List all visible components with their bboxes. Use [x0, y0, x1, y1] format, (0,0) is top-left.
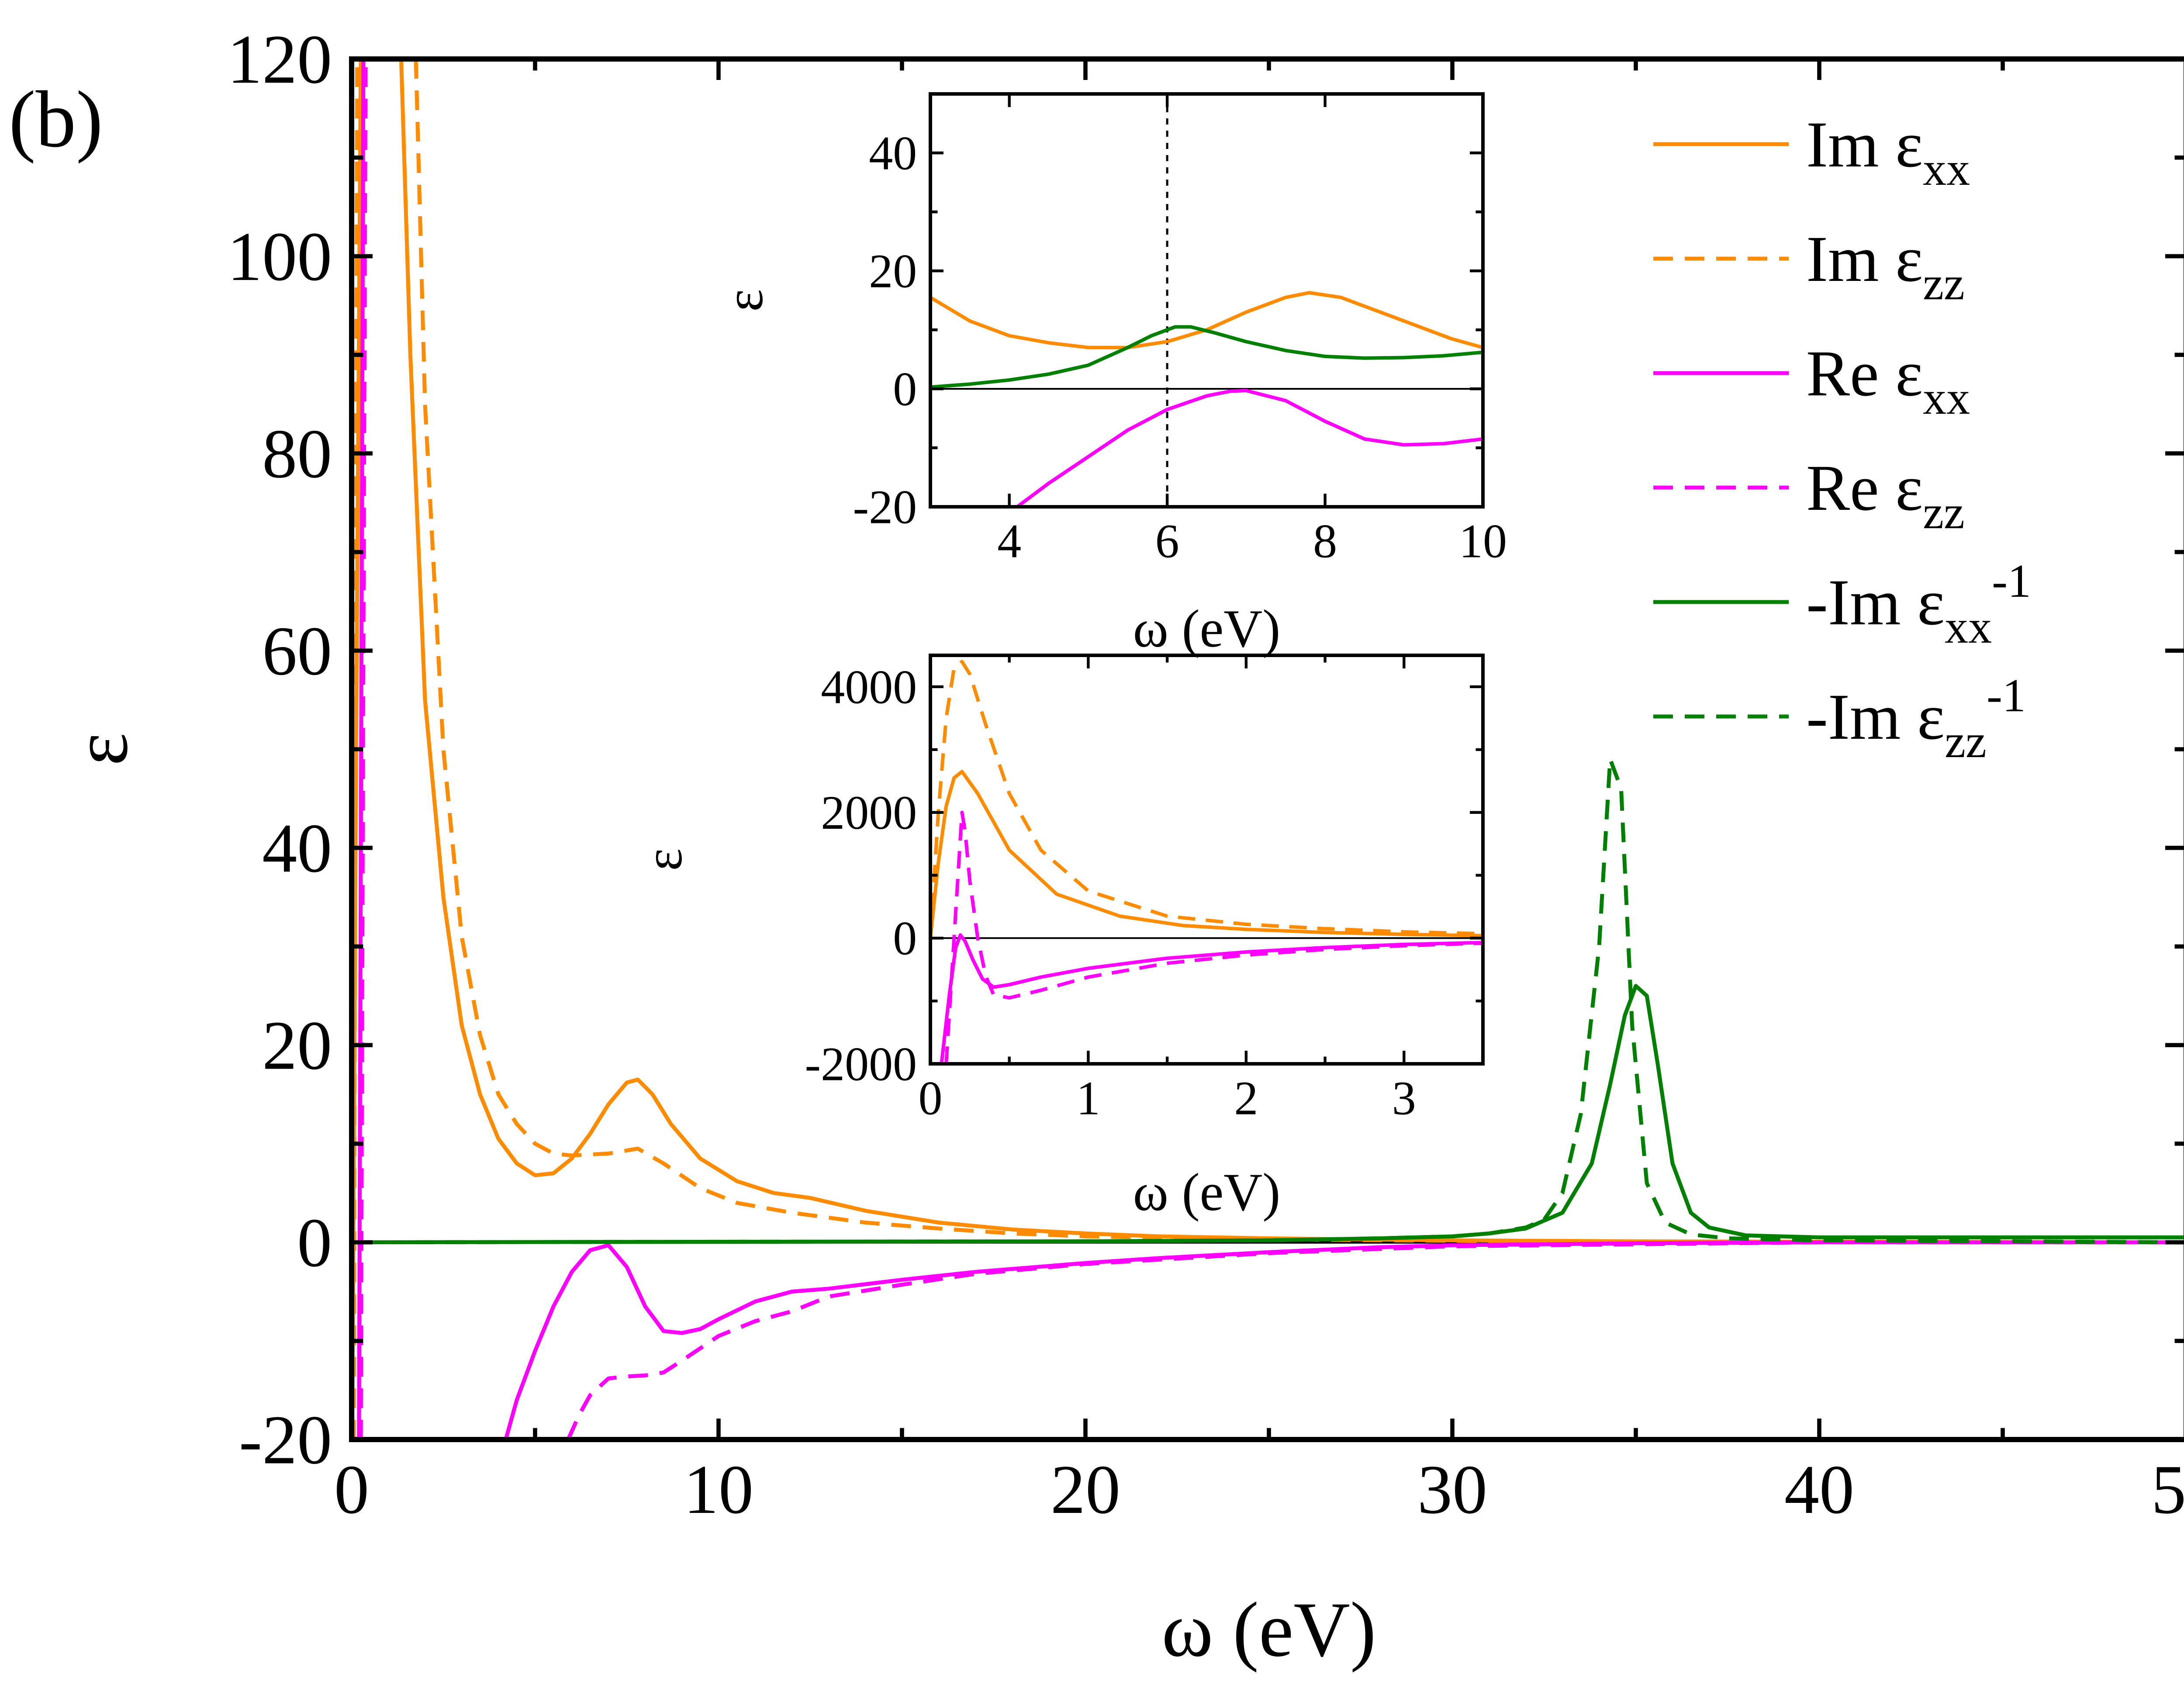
legend-label: Re εzz	[1806, 452, 1965, 539]
x-tick-label: 2	[1234, 1072, 1258, 1125]
y-axis-title: ε	[633, 848, 693, 871]
legend-label: Im εxx	[1806, 108, 1970, 195]
x-tick-label: 4	[997, 515, 1021, 568]
y-tick-label: 0	[893, 362, 917, 415]
legend-entry: Re εzz	[1653, 452, 1965, 539]
legend-entry: Re εxx	[1653, 337, 1970, 424]
series-im-zz	[930, 660, 1483, 938]
y-tick-label: -2000	[805, 1037, 917, 1090]
series-re-xx	[1016, 389, 1483, 507]
y-tick-label: 100	[227, 218, 332, 295]
x-axis-title: ω (eV)	[1161, 1586, 1376, 1673]
series-re-zz-low	[359, 59, 368, 1440]
legend-label: Re εxx	[1806, 337, 1970, 424]
y-axis-title: ε	[57, 733, 144, 765]
y-tick-label: -20	[239, 1401, 332, 1478]
legend-entry: Im εxx	[1653, 108, 1970, 195]
legend-label: Im εzz	[1806, 223, 1965, 310]
series-im-xx	[930, 770, 1483, 938]
y-tick-label: 40	[262, 809, 332, 887]
plot-frame	[929, 654, 1485, 1066]
legend-entry: Im εzz	[1653, 223, 1965, 310]
legend-label: -Im εzz-1	[1806, 670, 2026, 768]
y-tick-label: 20	[262, 1007, 332, 1084]
x-axis-title: ω (eV)	[1133, 1162, 1281, 1222]
y-tick-label: 4000	[821, 660, 917, 713]
series-im-zz-low	[352, 59, 359, 1440]
plot-frame	[929, 92, 1485, 509]
x-tick-label: 3	[1392, 1072, 1416, 1125]
series-re-zz	[566, 1240, 2184, 1440]
x-tick-label: 30	[1417, 1450, 1487, 1528]
y-tick-label: 80	[262, 415, 332, 492]
y-tick-label: 0	[893, 912, 917, 965]
x-tick-label: 8	[1313, 515, 1337, 568]
x-tick-label: 40	[1784, 1450, 1854, 1528]
series-re-zz	[944, 810, 1483, 1064]
series-im-zz-1	[352, 757, 2184, 1245]
y-tick-label: 2000	[821, 786, 917, 839]
series-im-xx	[930, 291, 1483, 350]
y-tick-label: 20	[869, 244, 917, 298]
y-tick-label: 0	[297, 1204, 332, 1281]
y-tick-label: 40	[869, 126, 917, 180]
x-axis-title: ω (eV)	[1133, 599, 1281, 658]
series-im-xx-1	[352, 984, 2184, 1245]
x-tick-label: 1	[1076, 1072, 1100, 1125]
y-tick-label: 120	[227, 20, 332, 98]
legend-label: -Im εxx-1	[1806, 555, 2031, 653]
panel-label: (b)	[9, 75, 103, 164]
y-tick-label: -20	[853, 480, 917, 533]
y-tick-label: 60	[262, 612, 332, 690]
y-axis-title: ε	[714, 289, 774, 312]
x-tick-label: 0	[334, 1450, 369, 1528]
series-im-xx-1	[930, 325, 1483, 389]
x-tick-label: 6	[1155, 515, 1179, 568]
legend-entry: -Im εxx-1	[1653, 555, 2031, 653]
x-tick-label: 10	[684, 1450, 753, 1528]
x-tick-label: 20	[1051, 1450, 1120, 1528]
x-tick-label: 0	[919, 1072, 943, 1125]
series-re-xx	[940, 933, 1483, 1064]
inset-top-plot: 4 6 8 10 -20 0 20 40 ω (eV) ε	[714, 92, 1507, 658]
legend-entry: -Im εzz-1	[1653, 670, 2026, 768]
legend: Im εxx Im εzz Re εxx Re εzz -Im εxx-1 -Im εzz…	[1653, 108, 2031, 768]
series-re-xx	[504, 1240, 2184, 1440]
x-tick-label: 10	[1459, 515, 1507, 568]
x-tick-label: 50	[2151, 1450, 2184, 1528]
